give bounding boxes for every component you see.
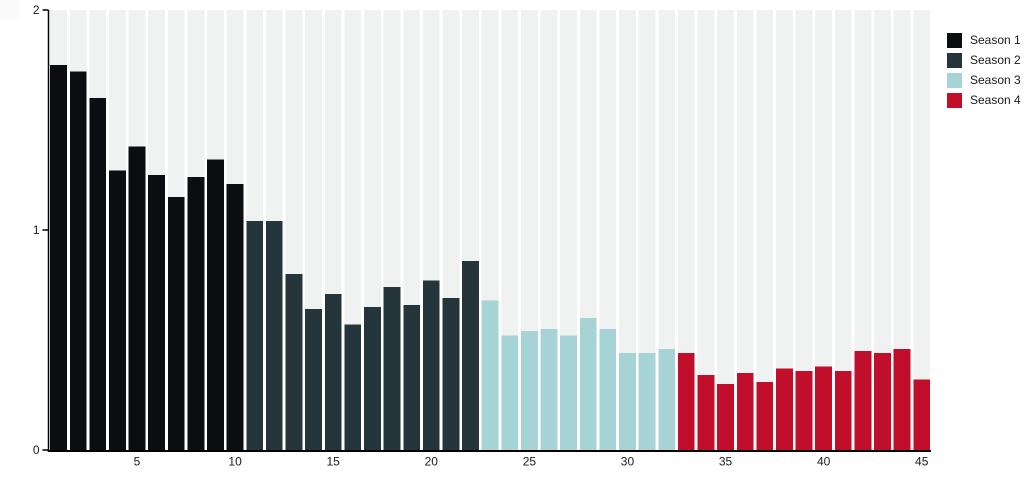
legend-item-season-3: Season 3: [947, 70, 1021, 90]
x-tick-label: 35: [719, 455, 733, 469]
bar-x4-season-1: [109, 170, 126, 450]
bar-x11-season-2: [246, 221, 264, 450]
bar-x2-season-1: [69, 71, 87, 450]
x-tick-label: 30: [621, 455, 635, 469]
bar-x43-season-4: [874, 353, 891, 450]
corner-artifact: [0, 0, 20, 20]
background-stripe: [815, 10, 833, 450]
bar-x25-season-3: [520, 331, 538, 450]
bar-x3-season-1: [89, 98, 107, 450]
bar-x39-season-4: [795, 370, 813, 450]
bar-x24-season-3: [501, 335, 519, 450]
bar-x6-season-1: [148, 175, 166, 450]
bar-x34-season-4: [697, 375, 715, 450]
legend: Season 1 Season 2 Season 3 Season 4: [947, 30, 1021, 110]
x-tick-label: 15: [327, 455, 341, 469]
bar-x22-season-2: [462, 260, 479, 450]
bar-x37-season-4: [756, 381, 774, 450]
legend-label-season-3: Season 3: [970, 72, 1021, 87]
background-stripe: [619, 10, 636, 450]
background-stripe: [658, 10, 676, 450]
bars: [50, 65, 931, 451]
bar-x17-season-2: [364, 307, 381, 450]
bar-x41-season-4: [834, 370, 852, 450]
legend-item-season-1: Season 1: [947, 30, 1021, 50]
legend-swatch-season-3: [947, 72, 962, 88]
background-stripe: [638, 10, 656, 450]
x-axis: 5 10 15 20 25 30 35 40 45: [47, 450, 931, 469]
bar-x8-season-1: [187, 177, 205, 450]
legend-item-season-2: Season 2: [947, 50, 1021, 70]
bar-x7-season-1: [167, 197, 185, 450]
bar-x20-season-2: [422, 280, 440, 450]
legend-swatch-season-4: [947, 92, 962, 108]
bar-x32-season-3: [658, 348, 676, 450]
background-stripe: [854, 10, 872, 450]
y-tick-label: 1: [33, 223, 40, 237]
legend-label-season-2: Season 2: [970, 52, 1021, 67]
bar-x13-season-2: [285, 274, 303, 450]
bar-x12-season-2: [265, 221, 283, 450]
background-stripe: [697, 10, 715, 450]
bar-x30-season-3: [619, 353, 636, 450]
background-stripe: [913, 10, 931, 450]
legend-item-season-4: Season 4: [947, 90, 1021, 110]
background-stripe: [776, 10, 793, 450]
bar-x44-season-4: [893, 348, 911, 450]
x-tick-label: 45: [915, 455, 929, 469]
bar-x9-season-1: [207, 159, 224, 450]
bar-x38-season-4: [776, 368, 793, 450]
bar-x33-season-4: [677, 353, 695, 450]
bar-x10-season-1: [226, 183, 244, 451]
bar-x31-season-3: [638, 353, 656, 450]
bar-x1-season-1: [50, 65, 67, 450]
x-tick-label: 25: [523, 455, 537, 469]
x-tick-label: 40: [817, 455, 831, 469]
bar-x29-season-3: [599, 329, 617, 450]
background-stripe: [756, 10, 774, 450]
bar-x28-season-3: [579, 318, 597, 450]
bar-x18-season-2: [383, 287, 401, 450]
x-tick-label: 10: [228, 455, 242, 469]
bar-x16-season-2: [344, 324, 362, 450]
bar-x23-season-3: [481, 300, 499, 450]
legend-label-season-4: Season 4: [970, 92, 1021, 107]
bar-x36-season-4: [736, 373, 754, 450]
bar-x14-season-2: [305, 309, 322, 450]
legend-swatch-season-2: [947, 52, 962, 68]
background-stripe: [677, 10, 695, 450]
bar-x27-season-3: [560, 335, 578, 450]
bar-x5-season-1: [128, 146, 146, 450]
bar-x42-season-4: [854, 351, 872, 450]
y-tick-label: 2: [33, 3, 40, 17]
bar-x19-season-2: [403, 304, 421, 450]
y-axis: 0 1 2: [33, 3, 50, 457]
background-stripe: [834, 10, 852, 450]
y-tick-label: 0: [33, 443, 40, 457]
bar-x21-season-2: [442, 298, 460, 450]
bar-x15-season-2: [324, 293, 342, 450]
bar-x45-season-4: [913, 379, 931, 450]
background-stripe: [893, 10, 911, 450]
background-stripe: [874, 10, 891, 450]
x-tick-label: 20: [425, 455, 439, 469]
bar-x35-season-4: [717, 384, 734, 450]
background-stripe: [795, 10, 813, 450]
x-tick-label: 5: [134, 455, 141, 469]
bar-x40-season-4: [815, 366, 833, 450]
bar-x26-season-3: [540, 329, 558, 450]
legend-label-season-1: Season 1: [970, 32, 1021, 47]
background-stripe: [717, 10, 734, 450]
background-stripe: [736, 10, 754, 450]
legend-swatch-season-1: [947, 32, 962, 48]
